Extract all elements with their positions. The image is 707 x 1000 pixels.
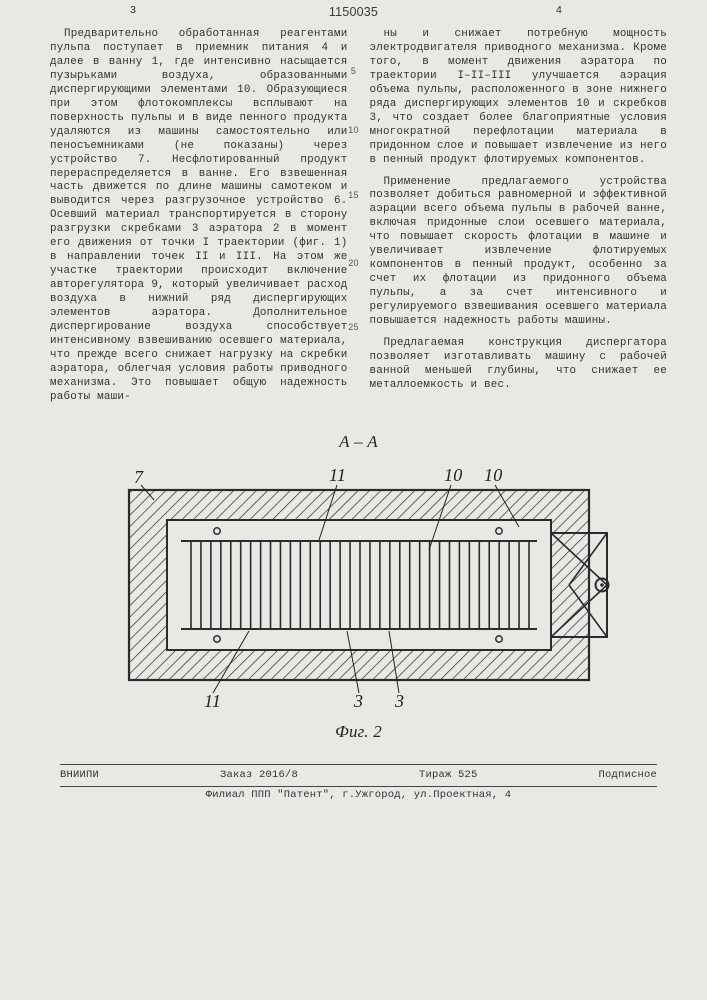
fig-label-3a: 3 bbox=[353, 691, 363, 711]
text-columns: Предварительно обработанная реагентами п… bbox=[50, 28, 667, 413]
document-number: 1150035 bbox=[0, 4, 707, 21]
footer-line2-text: Филиал ППП "Патент", г.Ужгород, ул.Проек… bbox=[60, 789, 657, 803]
footer-divider-1 bbox=[60, 764, 657, 765]
fig-label-11b: 11 bbox=[204, 691, 221, 711]
fig-label-7: 7 bbox=[134, 467, 144, 487]
para-left-1: Предварительно обработанная реагентами п… bbox=[50, 28, 348, 405]
column-right: ны и снижает потребную мощность электрод… bbox=[370, 28, 668, 413]
line-marker: 15 bbox=[344, 190, 364, 202]
para-right-2: Применение предлагаемого устройства позв… bbox=[370, 176, 668, 329]
footer-row: ВНИИПИ Заказ 2016/8 Тираж 525 Подписное bbox=[60, 769, 657, 783]
line-marker: 10 bbox=[344, 125, 364, 137]
line-marker: 25 bbox=[344, 322, 364, 334]
fig-label-11a: 11 bbox=[329, 465, 346, 485]
fig-label-10a: 10 bbox=[444, 465, 462, 485]
footer-tirazh: Тираж 525 bbox=[419, 769, 478, 783]
column-left: Предварительно обработанная реагентами п… bbox=[50, 28, 348, 413]
section-label: А – А bbox=[339, 431, 378, 453]
line-marker: 5 bbox=[344, 66, 364, 78]
figure-caption: Фиг. 2 bbox=[335, 721, 382, 743]
figure-svg: 7 11 10 10 11 3 3 bbox=[99, 455, 619, 715]
para-right-3: Предлагаемая конструкция диспергатора по… bbox=[370, 337, 668, 393]
para-right-1: ны и снижает потребную мощность электрод… bbox=[370, 28, 668, 168]
footer-sign: Подписное bbox=[598, 769, 657, 783]
fig-label-10b: 10 bbox=[484, 465, 502, 485]
footer-divider-2 bbox=[60, 786, 657, 787]
figure-2: А – А bbox=[50, 431, 667, 744]
footer-org: ВНИИПИ bbox=[60, 769, 99, 783]
footer-order: Заказ 2016/8 bbox=[220, 769, 298, 783]
fig-label-3b: 3 bbox=[394, 691, 404, 711]
line-marker: 20 bbox=[344, 258, 364, 270]
